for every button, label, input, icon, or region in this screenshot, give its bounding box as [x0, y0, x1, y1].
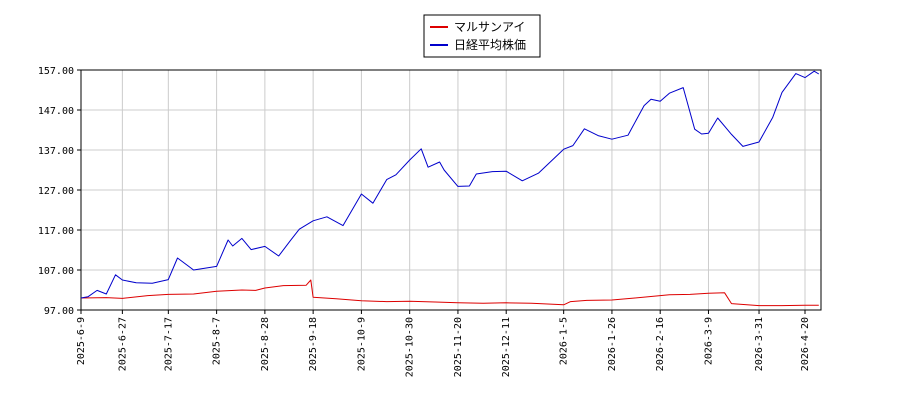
y-tick-label: 157.00	[38, 66, 74, 77]
legend-box	[423, 14, 541, 58]
x-tick-label: 2025-11-20	[453, 317, 464, 377]
y-tick-label: 117.00	[38, 226, 74, 237]
x-tick-label: 2025-10-9	[356, 317, 367, 371]
plot-area-frame	[80, 69, 822, 311]
y-tick-label: 147.00	[38, 106, 74, 117]
y-tick-label: 97.00	[44, 306, 74, 317]
x-tick-label: 2026-1-26	[607, 317, 618, 371]
y-axis: 97.00 107.00 117.00 127.00 137.00 147.00 157.0…	[38, 66, 822, 317]
series-lines	[80, 70, 820, 307]
grid-lines	[80, 69, 821, 311]
x-tick-label: 2026-1-5	[559, 317, 570, 365]
legend-label-1: 日経平均株価	[454, 37, 526, 52]
x-tick-label: 2025-8-28	[260, 317, 271, 371]
y-tick-label: 127.00	[38, 186, 74, 197]
series-line-0	[80, 279, 819, 307]
x-tick-label: 2025-8-7	[212, 317, 223, 365]
legend-label-0: マルサンアイ	[454, 20, 525, 34]
x-axis: 2025-6-9 2025-6-27 2025-7-17 2025-8-7 2025-8…	[76, 310, 811, 377]
y-tick-label: 107.00	[38, 266, 74, 277]
x-tick-label: 2025-10-30	[405, 317, 416, 377]
x-tick-label: 2026-4-20	[800, 317, 811, 371]
x-tick-label: 2026-2-16	[655, 317, 666, 371]
x-tick-label: 2025-7-17	[163, 317, 174, 371]
series-line-1	[80, 70, 820, 299]
x-tick-label: 2025-6-9	[76, 317, 87, 365]
y-tick-label: 137.00	[38, 146, 74, 157]
x-tick-label: 2026-3-9	[703, 317, 714, 365]
x-tick-label: 2025-6-27	[117, 317, 128, 371]
x-tick-label: 2025-12-11	[501, 317, 512, 377]
x-tick-label: 2026-3-31	[754, 317, 765, 371]
x-tick-label: 2025-9-18	[308, 317, 319, 371]
